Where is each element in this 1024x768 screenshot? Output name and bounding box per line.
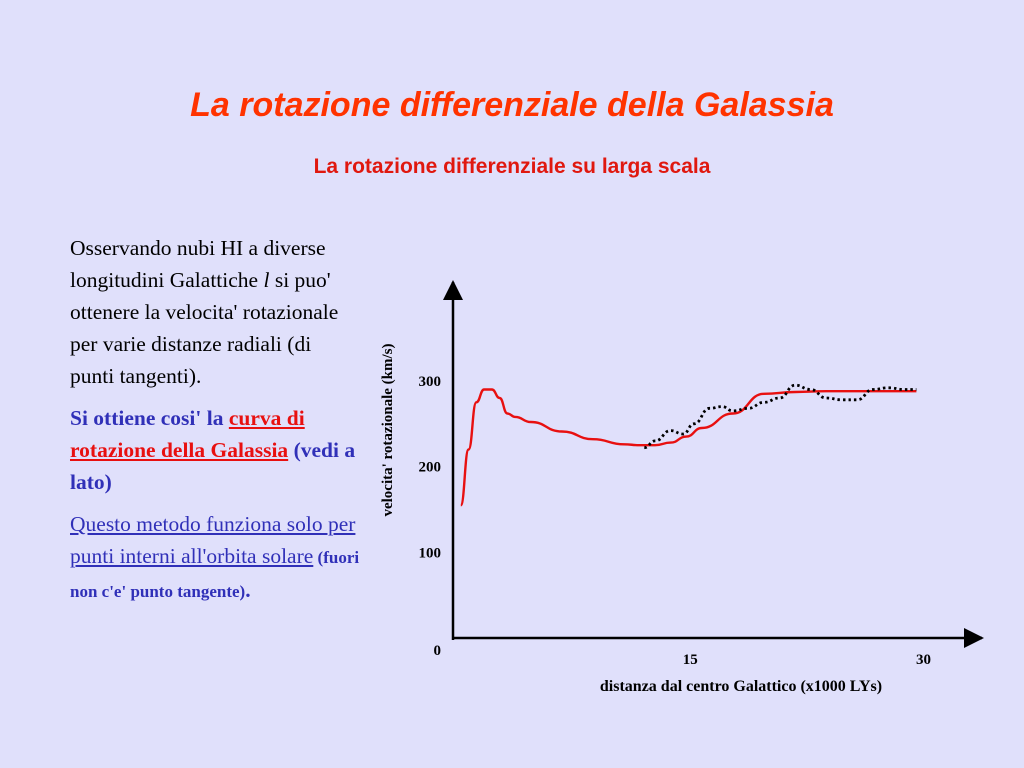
y-axis-label: velocita' rotazionale (km/s) xyxy=(380,343,396,516)
y-tick-label: 0 xyxy=(434,643,442,659)
x-tick-label: 15 xyxy=(683,652,698,668)
method-link[interactable]: Questo metodo funziona solo per punti in… xyxy=(70,512,356,568)
x-tick-labels: 15 30 xyxy=(683,652,931,668)
rotation-curve-link[interactable]: curva di rotazione della Galassia xyxy=(70,406,305,462)
y-tick-label: 100 xyxy=(419,545,442,561)
x-tick-label: 30 xyxy=(916,652,931,668)
rotation-curve-line xyxy=(459,388,917,507)
explanation-text: Osservando nubi HI a diverse longitudini… xyxy=(70,232,360,618)
y-tick-label: 200 xyxy=(419,460,442,476)
y-tick-labels: 0 100 200 300 xyxy=(419,374,442,659)
x-axis-label: distanza dal centro Galattico (x1000 LYs… xyxy=(600,678,882,695)
slide-title: La rotazione differenziale della Galassi… xyxy=(190,86,834,124)
paragraph-observation: Osservando nubi HI a diverse longitudini… xyxy=(70,236,339,388)
paragraph-result: Si ottiene cosi' la curva di rotazione d… xyxy=(70,406,356,494)
paragraph-limitation: Questo metodo funziona solo per punti in… xyxy=(70,512,360,602)
series-group xyxy=(459,383,917,507)
slide-subtitle: La rotazione differenziale su larga scal… xyxy=(313,155,711,178)
y-tick-label: 300 xyxy=(419,374,442,390)
observed-dotted-curve xyxy=(644,383,917,450)
